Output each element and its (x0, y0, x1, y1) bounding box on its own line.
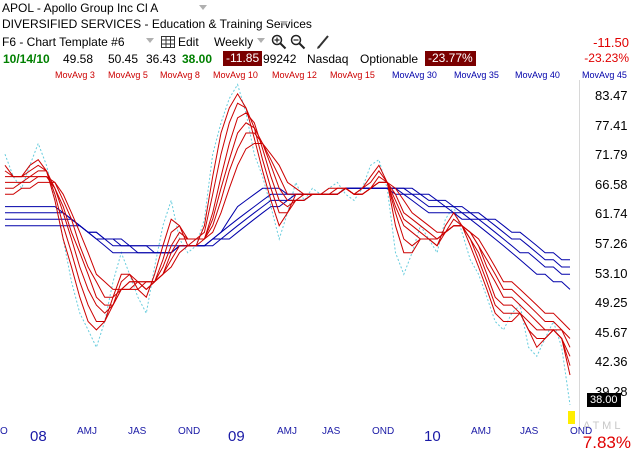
x-tick-label: OND (178, 426, 201, 437)
chart-right-border (579, 80, 580, 430)
chart-title: APOL - Apollo Group Inc Cl A (2, 1, 159, 15)
pct-change-box: -23.77% (425, 51, 476, 66)
y-tick-label: 77.41 (595, 117, 628, 133)
sector-row: DIVERSIFIED SERVICES - Education & Train… (0, 16, 635, 32)
ma-legend-label: MovAvg 8 (160, 70, 200, 80)
ma-legend-label: MovAvg 12 (272, 70, 317, 80)
x-tick-label: AMJ (471, 426, 491, 437)
edit-button[interactable]: Edit (178, 35, 199, 49)
quote-high: 50.45 (108, 52, 139, 66)
x-tick-label: 09 (228, 428, 245, 445)
ma-legend-label: MovAvg 30 (392, 70, 437, 80)
zoom-in-icon[interactable] (271, 34, 287, 53)
y-tick-label: 57.26 (595, 236, 628, 252)
ma-legend-label: MovAvg 40 (515, 70, 560, 80)
ma-legend-label: MovAvg 10 (213, 70, 258, 80)
ma-legend-label: MovAvg 35 (454, 70, 499, 80)
change-value-top: -11.50 (593, 35, 629, 50)
price-line (4, 83, 571, 405)
y-tick-label: 53.10 (595, 265, 628, 281)
y-tick-label: 83.47 (595, 88, 628, 104)
y-tick-label: 66.58 (595, 176, 628, 192)
title-row: APOL - Apollo Group Inc Cl A (0, 0, 635, 16)
current-bar-highlight (568, 411, 575, 424)
quote-close: 38.00 (182, 52, 213, 66)
quote-row: 10/14/10 49.58 50.45 36.43 38.00 -11.85 … (0, 51, 635, 67)
moving-average-legend: MovAvg 3 MovAvg 5 MovAvg 8 MovAvg 10 MovAvg … (0, 70, 635, 82)
x-tick-label: AMJ (277, 426, 297, 437)
red-moving-average-line (5, 132, 571, 339)
y-tick-label: 42.36 (595, 354, 628, 370)
x-tick-label: OND (372, 426, 395, 437)
y-tick-label: 61.74 (595, 206, 628, 222)
y-tick-label: 49.25 (595, 295, 628, 311)
x-tick-label: 08 (30, 428, 47, 445)
optionable-label: Optionable (360, 52, 419, 66)
atml-indicator: A T M L (583, 420, 621, 432)
ma-legend-label: MovAvg 5 (108, 70, 148, 80)
x-tick-label: OND (570, 426, 593, 437)
red-moving-average-line (5, 112, 571, 357)
edit-grid-icon[interactable] (161, 36, 175, 51)
period-selector[interactable]: Weekly (214, 35, 254, 49)
x-tick-label: O (0, 426, 8, 437)
sector-dropdown-icon[interactable] (280, 21, 288, 26)
x-tick-label: JAS (128, 426, 147, 437)
ma-legend-label: MovAvg 15 (330, 70, 375, 80)
quote-low: 36.43 (146, 52, 177, 66)
template-dropdown-icon[interactable] (146, 38, 154, 43)
change-box: -11.85 (223, 51, 263, 66)
y-axis: 83.47 77.41 71.79 66.58 61.74 57.26 53.10 49.25… (580, 80, 635, 430)
x-tick-label: JAS (322, 426, 341, 437)
red-moving-average-line (5, 122, 571, 348)
volume-value: 99242 (263, 52, 297, 66)
toolbar: F6 - Chart Template #6 Edit Weekly (0, 33, 635, 51)
title-dropdown-icon[interactable] (199, 5, 207, 10)
draw-pen-icon[interactable] (316, 34, 330, 53)
x-tick-label: AMJ (77, 426, 97, 437)
quote-date: 10/14/10 (3, 52, 50, 66)
quote-open: 49.58 (63, 52, 94, 66)
exchange-label: Nasdaq (307, 52, 349, 66)
x-tick-label: JAS (520, 426, 539, 437)
red-moving-average-line (4, 102, 571, 366)
price-chart[interactable] (0, 80, 580, 426)
change-pct-top: -23.23% (584, 51, 629, 65)
zoom-out-icon[interactable] (290, 34, 306, 53)
x-axis: O 08 AMJ JAS OND 09 AMJ JAS OND 10 AMJ JAS OND (0, 426, 635, 446)
period-dropdown-icon[interactable] (257, 38, 265, 43)
y-tick-label: 45.67 (595, 324, 628, 340)
y-tick-label: 71.79 (595, 147, 628, 163)
blue-moving-average-line (5, 187, 571, 290)
chart-template-selector[interactable]: F6 - Chart Template #6 (2, 35, 125, 49)
red-moving-average-line (5, 143, 571, 331)
ma-legend-label: MovAvg 45 (582, 70, 627, 80)
last-price-marker: 38.00 (587, 393, 621, 407)
ma-legend-label: MovAvg 3 (55, 70, 95, 80)
x-tick-label: 10 (424, 428, 441, 445)
bottom-pct-change: 7.83% (582, 433, 631, 452)
red-moving-average-line (4, 92, 571, 376)
sector-label: DIVERSIFIED SERVICES - Education & Train… (2, 17, 312, 31)
